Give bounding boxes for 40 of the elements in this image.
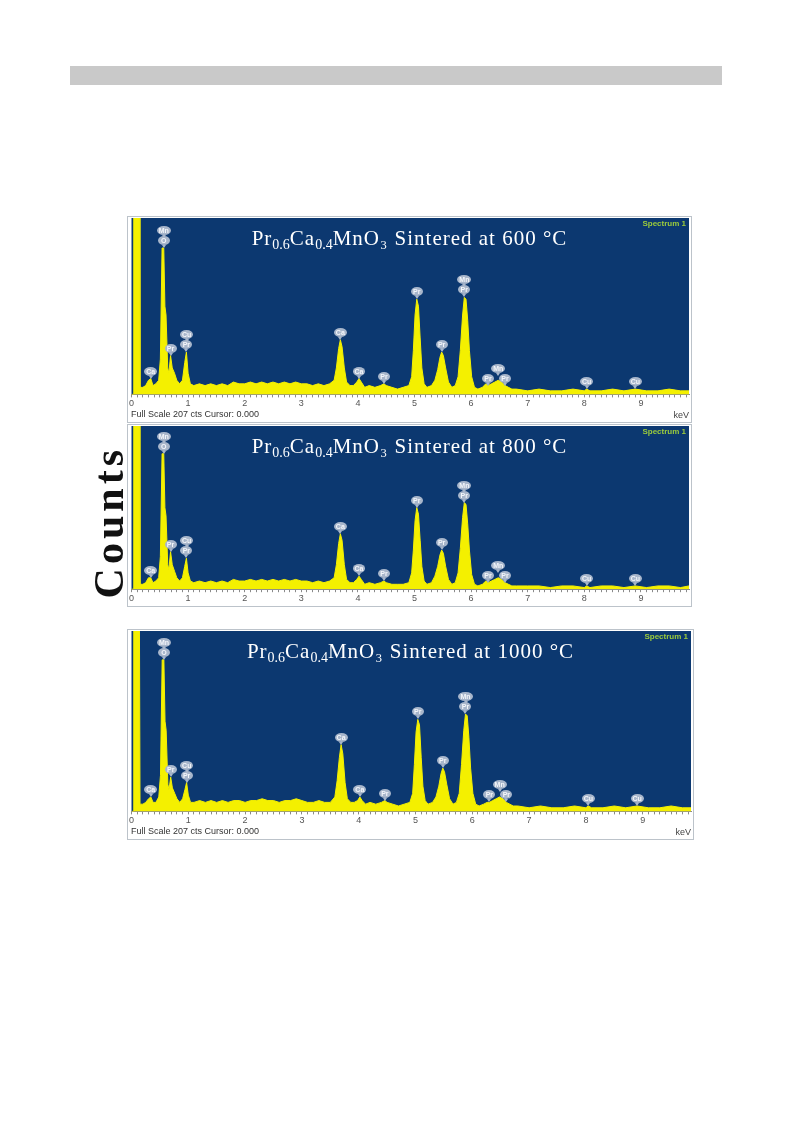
x-tick-label: 6 [468, 593, 474, 604]
x-tick-label: 7 [526, 815, 532, 826]
x-tick-label: 6 [469, 815, 475, 826]
chart-title: Pr$_{0.6}$Ca$_{0.4}$MnO₃ Sintered at 600 °C [251, 226, 568, 252]
x-axis-title: keV [675, 827, 691, 838]
x-tick-label: 2 [242, 398, 248, 409]
x-tick-label: 7 [525, 398, 531, 409]
x-tick-label: 0 [128, 815, 135, 826]
x-tick-label: 0 [128, 593, 135, 604]
text: Full Scale 207 cts Cursor: 0.000 [131, 826, 260, 837]
annotation: Spectrum 1 [642, 219, 686, 229]
x-tick-label: 5 [413, 815, 419, 826]
x-tick-label: 4 [356, 815, 362, 826]
x-tick-label: 3 [299, 815, 305, 826]
x-axis-title: keV [673, 410, 689, 421]
x-tick-label: 9 [638, 593, 644, 604]
x-tick-label: 7 [525, 593, 531, 604]
text: Full Scale 207 cts Cursor: 0.000 [131, 409, 260, 420]
x-tick-label: 8 [583, 815, 589, 826]
x-tick-label: 8 [581, 593, 587, 604]
x-tick-label: 4 [355, 593, 361, 604]
x-tick-label: 6 [468, 398, 474, 409]
x-tick-label: 8 [581, 398, 587, 409]
annotation: Spectrum 1 [644, 632, 688, 642]
x-tick-label: 1 [185, 593, 191, 604]
chart-title: Pr$_{0.6}$Ca$_{0.4}$MnO₃ Sintered at 1000 °C [246, 639, 575, 665]
x-tick-label: 3 [298, 593, 304, 604]
x-tick-label: 4 [355, 398, 361, 409]
x-tick-label: 5 [411, 593, 417, 604]
x-tick-label: 9 [638, 398, 644, 409]
chart-title: Pr$_{0.6}$Ca$_{0.4}$MnO₃ Sintered at 800 °C [251, 434, 568, 460]
x-tick-label: 3 [298, 398, 304, 409]
x-tick-label: 2 [242, 593, 248, 604]
x-tick-label: 9 [640, 815, 646, 826]
x-tick-label: 1 [185, 815, 191, 826]
x-tick-label: 5 [411, 398, 417, 409]
x-tick-label: 1 [185, 398, 191, 409]
x-tick-label: 2 [242, 815, 248, 826]
annotation: Spectrum 1 [642, 427, 686, 437]
x-tick-label: 0 [128, 398, 135, 409]
